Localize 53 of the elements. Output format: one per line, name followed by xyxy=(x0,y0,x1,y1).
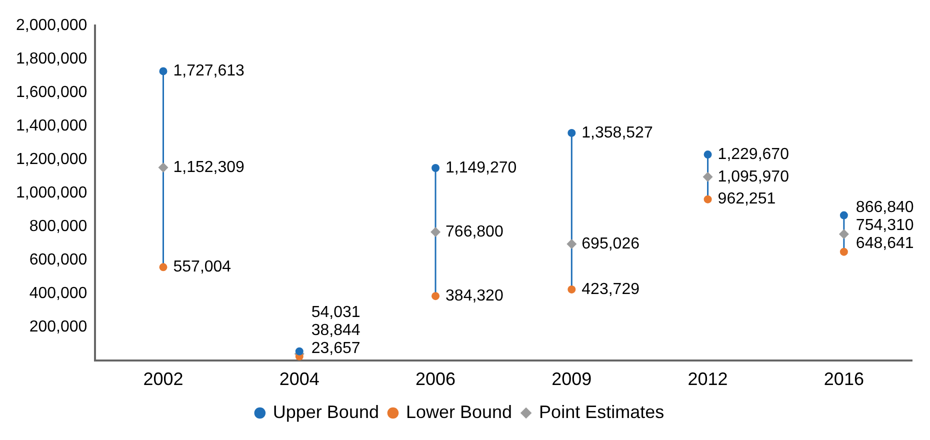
y-tick-label: 2,000,000 xyxy=(16,17,88,34)
x-tick-label: 2016 xyxy=(824,369,864,390)
y-tick-label: 400,000 xyxy=(29,284,88,302)
point xyxy=(432,292,440,300)
point xyxy=(432,164,440,172)
data-label: 866,840 xyxy=(856,199,914,216)
point xyxy=(840,211,848,220)
x-tick-label: 2002 xyxy=(143,369,184,390)
data-label: 54,031 xyxy=(311,304,360,321)
data-label: 1,152,309 xyxy=(173,158,245,176)
point xyxy=(430,227,441,238)
data-label: 766,800 xyxy=(446,223,504,240)
data-label: 1,358,527 xyxy=(582,124,653,142)
point xyxy=(159,263,168,272)
point xyxy=(704,195,712,204)
point xyxy=(158,162,168,173)
x-tick-label: 2006 xyxy=(416,369,456,390)
legend-label: Lower Bound xyxy=(406,402,512,422)
point xyxy=(568,128,576,137)
data-label: 557,004 xyxy=(173,258,232,276)
point xyxy=(566,239,577,250)
point xyxy=(702,172,713,182)
point xyxy=(704,150,712,159)
legend-label: Upper Bound xyxy=(272,402,379,422)
data-label: 423,729 xyxy=(582,280,640,298)
data-label: 1,229,670 xyxy=(718,146,790,163)
data-label: 38,844 xyxy=(311,322,360,339)
x-tick-label: 2009 xyxy=(552,369,592,390)
x-tick-label: 2012 xyxy=(688,369,728,390)
y-tick-label: 600,000 xyxy=(29,251,88,268)
y-tick-label: 1,200,000 xyxy=(16,150,88,168)
point xyxy=(159,67,168,76)
point xyxy=(295,347,304,356)
data-label: 23,657 xyxy=(311,340,360,357)
y-tick-label: 1,600,000 xyxy=(16,84,88,101)
point xyxy=(840,248,848,256)
y-tick-label: 1,400,000 xyxy=(16,117,88,134)
x-tick-label: 2004 xyxy=(279,369,320,390)
y-tick-label: 800,000 xyxy=(29,218,88,235)
data-label: 1,149,270 xyxy=(446,159,517,176)
point xyxy=(568,285,576,294)
data-label: 695,026 xyxy=(582,235,640,252)
y-tick-label: 1,800,000 xyxy=(16,50,88,68)
data-label: 1,727,613 xyxy=(173,62,245,80)
data-label: 384,320 xyxy=(446,287,504,304)
y-tick-label: 1,000,000 xyxy=(16,184,88,202)
point xyxy=(838,229,849,240)
legend-label: Point Estimates xyxy=(539,402,664,422)
y-tick-label: 200,000 xyxy=(29,318,88,336)
data-label: 648,641 xyxy=(856,235,914,252)
data-label: 754,310 xyxy=(856,217,914,234)
data-label: 1,095,970 xyxy=(718,168,790,186)
data-label: 962,251 xyxy=(718,190,776,208)
